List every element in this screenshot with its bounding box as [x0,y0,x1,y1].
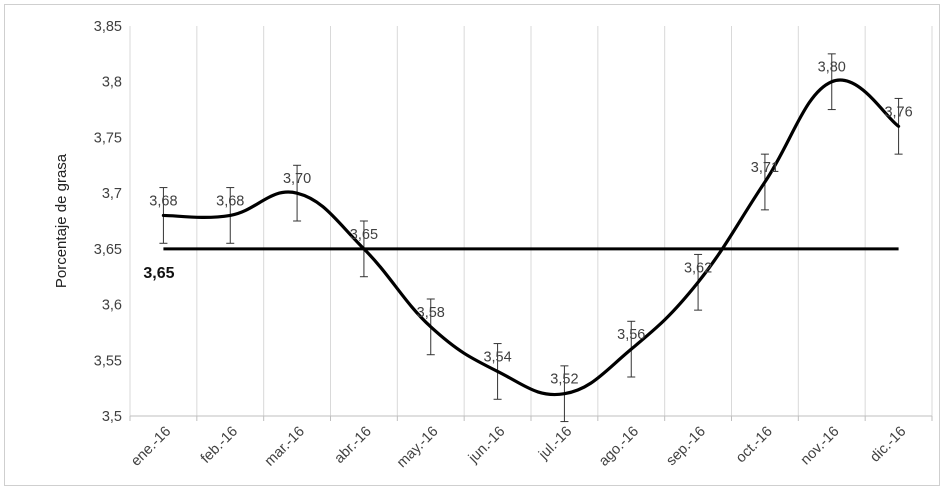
x-tick-label: feb.-16 [198,424,241,467]
x-tick-labels: ene.-16 feb.-16 mar.-16 abr.-16 may.-16 jun.-… [128,424,909,472]
data-label: 3,68 [149,193,177,209]
grid-lines [129,26,933,416]
y-tick-label: 3,5 [102,409,122,425]
data-label: 3,71 [751,160,779,176]
x-tick-label: may.-16 [394,424,442,472]
x-tick-label: dic.-16 [867,424,909,466]
axes [129,415,933,421]
y-axis-label: Porcentaje de grasa [53,153,70,288]
data-label: 3,52 [550,372,578,388]
y-tick-label: 3,6 [102,298,122,314]
y-tick-label: 3,55 [94,353,122,369]
data-label: 3,54 [483,349,511,365]
data-label: 3,68 [216,193,244,209]
y-tick-label: 3,85 [94,19,122,35]
data-label: 3,76 [884,104,912,120]
chart-frame [4,4,940,486]
x-tick-label: mar.-16 [262,424,308,470]
y-tick-label: 3,75 [94,130,122,146]
data-label: 3,58 [417,305,445,321]
reference-line-label: 3,65 [143,265,174,282]
x-tick-label: sep.-16 [663,424,709,470]
x-tick-label: ago.-16 [596,424,642,470]
x-tick-label: nov.-16 [798,424,843,469]
y-tick-label: 3,65 [94,242,122,258]
series-line [161,78,901,397]
series-group [161,78,901,397]
y-tick-label: 3,7 [102,186,122,202]
x-tick-label: abr.-16 [332,424,375,467]
data-labels: 3,68 3,68 3,70 3,65 3,58 3,54 3,52 3,56 3,62 3,71… [149,60,912,388]
x-tick-label: jun.-16 [465,424,508,467]
y-tick-labels: 3,5 3,55 3,6 3,65 3,7 3,75 3,8 3,85 [94,19,122,425]
x-tick-label: jul.-16 [535,424,575,464]
x-tick-label: oct.-16 [733,424,776,467]
data-label: 3,80 [818,60,846,76]
y-tick-label: 3,8 [102,75,122,91]
data-label: 3,62 [684,260,712,276]
x-tick-label: ene.-16 [128,424,174,470]
data-label: 3,70 [283,171,311,187]
data-label: 3,56 [617,327,645,343]
data-label: 3,65 [350,227,378,243]
